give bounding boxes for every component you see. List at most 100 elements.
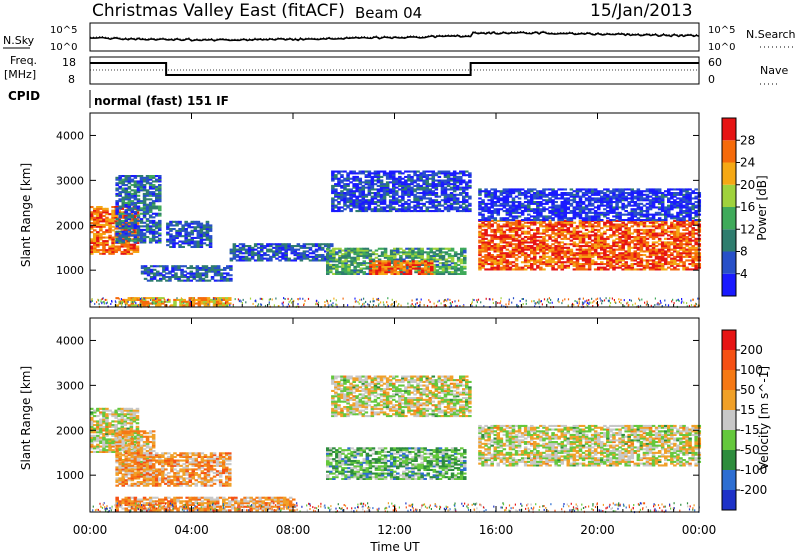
data-cell	[465, 196, 469, 198]
data-cell	[140, 220, 144, 222]
data-cell	[137, 206, 141, 208]
data-cell	[150, 280, 154, 282]
data-cell	[140, 186, 144, 188]
data-cell	[640, 263, 644, 265]
data-cell	[603, 252, 607, 254]
data-cell	[640, 240, 644, 242]
data-cell	[130, 253, 134, 255]
data-cell	[447, 171, 451, 173]
data-cell	[377, 171, 381, 173]
data-cell	[594, 252, 598, 254]
data-cell	[524, 196, 528, 198]
data-cell	[585, 252, 589, 254]
data-cell	[588, 241, 592, 243]
data-cell	[585, 249, 589, 251]
data-cell	[612, 206, 616, 208]
data-cell	[363, 250, 367, 252]
data-cell	[356, 255, 360, 257]
data-cell	[330, 245, 334, 247]
data-cell	[183, 274, 187, 276]
data-cell	[278, 259, 282, 261]
data-cell	[618, 194, 622, 196]
data-cell	[335, 259, 339, 261]
data-cell	[134, 175, 138, 177]
data-cell	[579, 268, 583, 270]
data-cell	[93, 235, 97, 237]
data-cell	[518, 215, 522, 217]
data-cell	[371, 197, 375, 199]
data-cell	[195, 303, 199, 305]
data-cell	[392, 188, 396, 190]
data-cell	[306, 254, 310, 256]
data-cell	[481, 265, 485, 267]
data-cell	[588, 210, 592, 212]
data-cell	[612, 256, 616, 258]
data-cell	[134, 207, 138, 209]
data-cell	[515, 217, 519, 219]
data-cell	[152, 299, 156, 301]
data-cell	[667, 256, 671, 258]
data-cell	[536, 217, 540, 219]
data-cell	[432, 199, 436, 201]
data-cell	[682, 261, 686, 263]
data-cell	[168, 272, 172, 274]
data-cell	[524, 206, 528, 208]
data-cell	[600, 258, 604, 260]
data-cell	[591, 227, 595, 229]
data-cell	[99, 206, 103, 208]
data-cell	[612, 243, 616, 245]
data-cell	[186, 280, 190, 282]
data-cell	[640, 258, 644, 260]
data-cell	[627, 229, 631, 231]
data-cell	[355, 201, 359, 203]
data-cell	[497, 197, 501, 199]
data-cell	[404, 185, 408, 187]
data-cell	[667, 245, 671, 247]
data-cell	[450, 183, 454, 185]
data-cell	[349, 210, 353, 212]
data-cell	[585, 222, 589, 224]
data-cell	[634, 258, 638, 260]
data-cell	[524, 259, 528, 261]
data-cell	[192, 304, 196, 306]
data-cell	[206, 230, 210, 232]
data-cell	[612, 192, 616, 194]
data-cell	[548, 197, 552, 199]
data-cell	[158, 177, 162, 179]
data-cell	[125, 191, 129, 193]
data-cell	[424, 268, 428, 270]
data-cell	[594, 247, 598, 249]
data-cell	[136, 247, 140, 249]
data-cell	[403, 262, 407, 264]
data-cell	[93, 242, 97, 244]
data-cell	[377, 180, 381, 182]
data-cell	[487, 222, 491, 224]
data-cell	[146, 207, 150, 209]
data-cell	[169, 223, 173, 225]
data-cell	[445, 269, 449, 271]
data-cell	[456, 203, 460, 205]
data-cell	[395, 210, 399, 212]
data-cell	[478, 254, 482, 256]
data-cell	[521, 188, 525, 190]
date-label: 15/Jan/2013	[590, 1, 693, 21]
data-cell	[411, 251, 415, 253]
data-cell	[410, 210, 414, 212]
data-cell	[542, 192, 546, 194]
data-cell	[356, 251, 360, 253]
data-cell	[615, 243, 619, 245]
data-cell	[362, 196, 366, 198]
data-cell	[576, 233, 580, 235]
data-cell	[306, 258, 310, 260]
data-cell	[214, 269, 218, 271]
data-cell	[275, 250, 279, 252]
data-cell	[515, 231, 519, 233]
data-cell	[158, 304, 162, 306]
data-cell	[199, 272, 203, 274]
data-cell	[478, 250, 482, 252]
data-cell	[478, 201, 482, 203]
data-cell	[600, 252, 604, 254]
data-cell	[182, 299, 186, 301]
data-cell	[187, 226, 191, 228]
data-cell	[518, 220, 522, 222]
